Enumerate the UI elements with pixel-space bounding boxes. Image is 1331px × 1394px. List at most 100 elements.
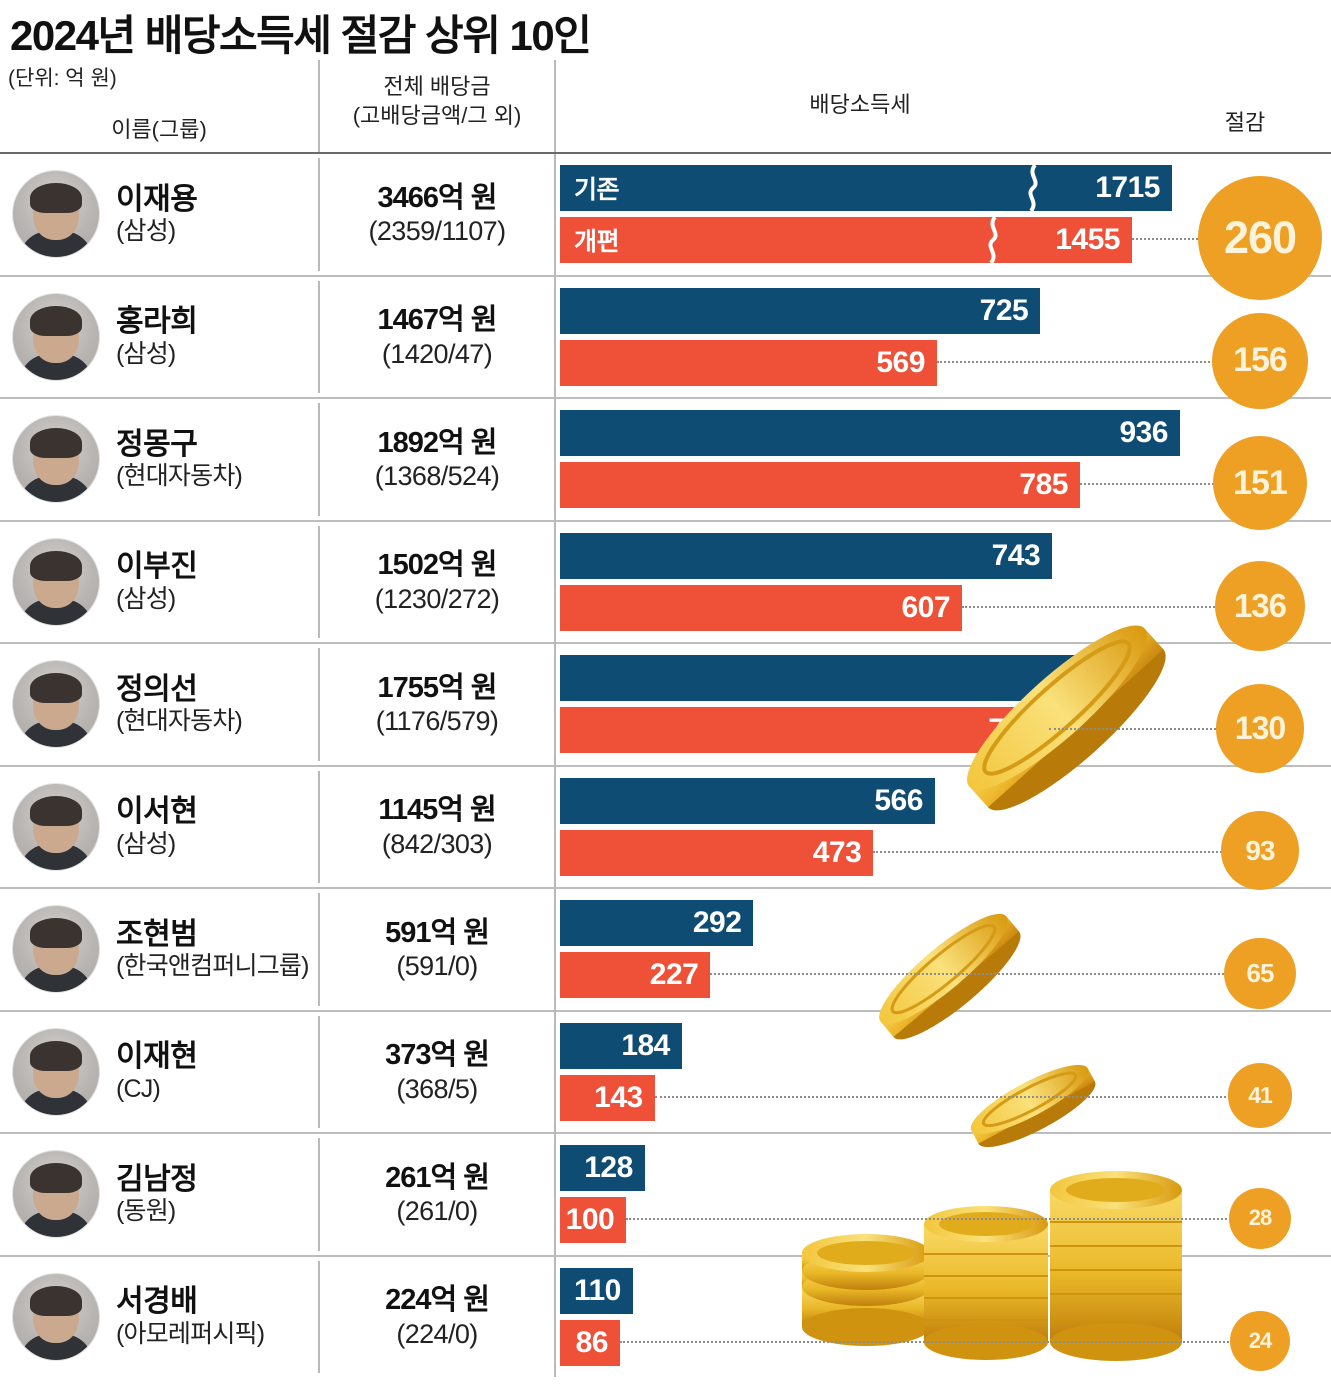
person-name: 김남정 (116, 1162, 198, 1196)
dividend-cell: 1755억 원 (1176/579) (320, 644, 554, 765)
person-group: (삼성) (116, 217, 176, 246)
column-divider-1 (318, 893, 320, 1006)
person-cell: 김남정 (동원) (0, 1134, 318, 1255)
column-divider-1 (318, 158, 320, 271)
chart-cell: 743 607 (556, 522, 1331, 643)
bar-new-value: 100 (565, 1203, 615, 1237)
data-rows: 이재용 (삼성) 3466억 원 (2359/1107) 기존 1715 개편 1455 홍라희… (0, 152, 1331, 1377)
bar-new-value: 143 (594, 1080, 643, 1114)
bar-new: 738 (560, 707, 1049, 754)
dividend-split: (261/0) (396, 1196, 478, 1227)
bar-new-value: 738 (988, 713, 1037, 747)
person-cell: 조현범 (한국앤컴퍼니그룹) (0, 889, 318, 1010)
column-divider-2 (554, 521, 556, 642)
column-divider-2 (554, 644, 556, 765)
dividend-total: 224억 원 (385, 1284, 490, 1317)
column-divider-2 (554, 276, 556, 397)
column-divider-2 (554, 766, 556, 887)
bar-new: 569 (560, 339, 937, 386)
table-row: 서경배 (아모레퍼시픽) 224억 원 (224/0) 110 86 (0, 1254, 1331, 1378)
saving-bubble: 65 (1224, 937, 1296, 1009)
column-divider-1 (318, 1015, 320, 1128)
person-group: (삼성) (116, 339, 176, 368)
bar-old: 기존 1715 (560, 165, 1172, 212)
table-row: 이재현 (CJ) 373억 원 (368/5) 184 143 (0, 1009, 1331, 1133)
column-divider-1 (318, 648, 320, 761)
chart-cell: 725 569 (556, 277, 1331, 398)
connector-line (710, 973, 1241, 976)
dividend-split: (368/5) (396, 1073, 478, 1104)
person-group: (현대자동차) (116, 707, 243, 736)
axis-break-icon (988, 217, 998, 264)
dividend-total: 1145억 원 (378, 794, 496, 827)
connector-line (626, 1218, 1244, 1221)
bar-new: 607 (560, 584, 963, 631)
person-cell: 홍라희 (삼성) (0, 277, 318, 398)
column-header-name: 이름(그룹) (111, 117, 207, 142)
chart-cell: 128 100 (556, 1134, 1331, 1255)
column-header-dividend-line1: 전체 배당금 (383, 74, 491, 99)
person-name-block: 김남정 (동원) (116, 1162, 198, 1227)
person-name-block: 이재현 (CJ) (116, 1039, 198, 1104)
person-cell: 이재용 (삼성) (0, 154, 318, 275)
bar-old-value: 868 (1074, 661, 1123, 695)
person-name: 이부진 (116, 550, 198, 584)
bar-old: 110 (560, 1267, 633, 1314)
table-row: 이재용 (삼성) 3466억 원 (2359/1107) 기존 1715 개편 1455 (0, 152, 1331, 275)
dividend-split: (2359/1107) (368, 216, 506, 247)
chart-cell: 566 473 (556, 767, 1331, 888)
bar-new: 개편 1455 (560, 217, 1132, 264)
saving-bubble: 41 (1227, 1063, 1293, 1129)
bar-new: 143 (560, 1074, 655, 1121)
saving-value: 130 (1234, 709, 1286, 746)
bar-old-value: 292 (692, 906, 742, 940)
person-group: (삼성) (116, 584, 176, 613)
table-row: 정의선 (현대자동차) 1755억 원 (1176/579) 868 738 (0, 642, 1331, 765)
chart-cell: 868 738 (556, 644, 1331, 765)
column-divider-1 (318, 1260, 320, 1373)
bar-new: 227 (560, 952, 711, 999)
connector-line (654, 1095, 1243, 1098)
dividend-total: 1755억 원 (377, 671, 498, 704)
dividend-split: (1420/47) (381, 338, 493, 369)
bar-new: 86 (560, 1319, 620, 1366)
bar-old: 128 (560, 1145, 645, 1192)
person-name-block: 조현범 (한국앤컴퍼니그룹) (116, 917, 309, 982)
table-row: 이부진 (삼성) 1502억 원 (1230/272) 743 607 (0, 519, 1331, 643)
person-cell: 이서현 (삼성) (0, 767, 318, 888)
bar-old-value: 1715 (1095, 171, 1160, 205)
connector-line (1048, 728, 1236, 731)
bar-new: 100 (560, 1197, 627, 1244)
bar-old: 936 (560, 410, 1180, 457)
dividend-split: (1176/579) (375, 706, 499, 737)
connector-line (1132, 238, 1226, 241)
bar-old-value: 566 (874, 783, 923, 817)
saving-value: 93 (1245, 834, 1275, 866)
avatar (12, 905, 100, 994)
saving-bubble: 93 (1220, 811, 1300, 891)
person-group: (삼성) (116, 829, 176, 858)
bar-old: 292 (560, 900, 754, 947)
chart-cell: 936 785 (556, 399, 1331, 520)
saving-value: 151 (1233, 463, 1288, 502)
dividend-cell: 373억 원 (368/5) (320, 1012, 554, 1133)
column-header-tax: 배당소득세 (809, 92, 911, 117)
avatar (12, 1027, 100, 1116)
dividend-total: 1502억 원 (377, 549, 498, 582)
table-row: 김남정 (동원) 261억 원 (261/0) 128 100 (0, 1132, 1331, 1255)
column-divider-2 (554, 399, 556, 520)
dividend-cell: 224억 원 (224/0) (320, 1257, 554, 1378)
person-cell: 이부진 (삼성) (0, 522, 318, 643)
saving-value: 65 (1246, 957, 1275, 988)
connector-line (620, 1340, 1244, 1343)
person-name: 서경배 (116, 1285, 198, 1319)
dividend-cell: 591억 원 (591/0) (320, 889, 554, 1010)
column-divider-1 (318, 280, 320, 393)
header-divider-1 (318, 60, 320, 152)
table-row: 조현범 (한국앤컴퍼니그룹) 591억 원 (591/0) 292 227 (0, 887, 1331, 1010)
person-name-block: 정몽구 (현대자동차) (116, 427, 243, 492)
person-name: 이재현 (116, 1040, 198, 1074)
dividend-cell: 1892억 원 (1368/524) (320, 399, 554, 520)
bar-old-value: 128 (584, 1151, 633, 1185)
person-name-block: 이부진 (삼성) (116, 549, 198, 614)
